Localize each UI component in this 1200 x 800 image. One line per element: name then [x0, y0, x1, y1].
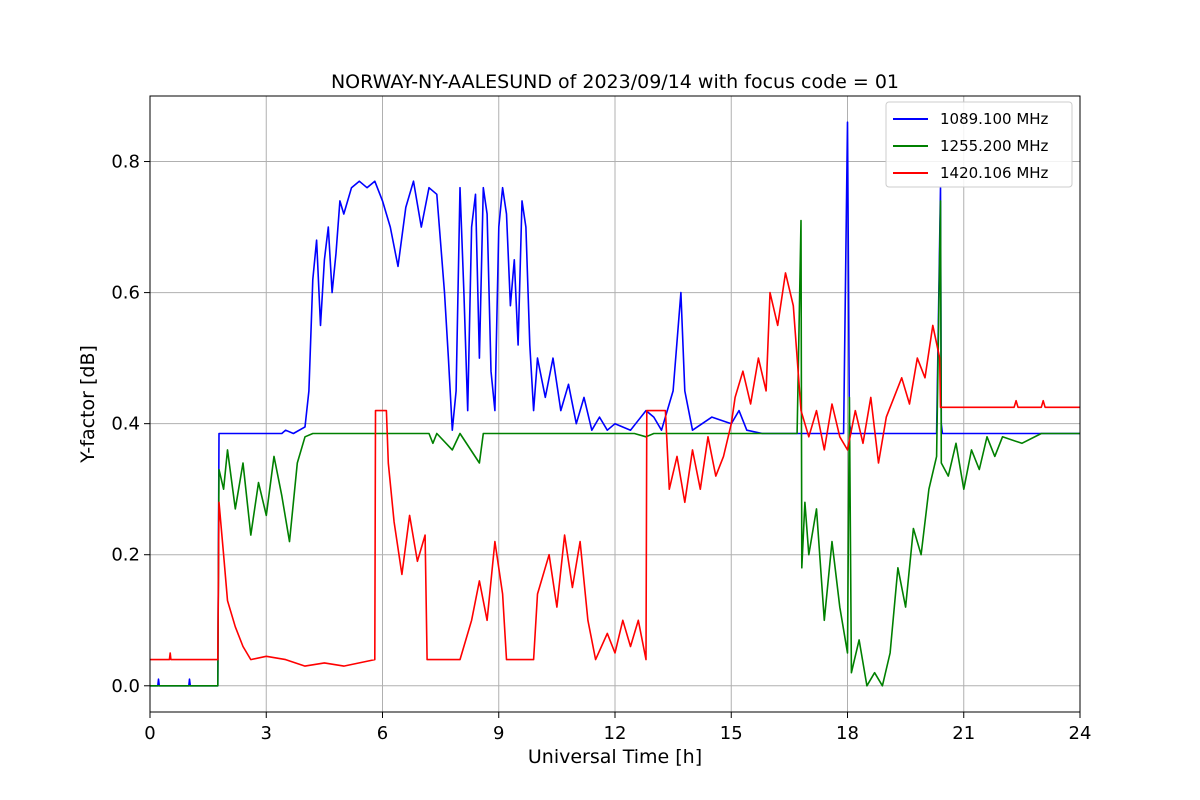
x-tick-label: 12 — [604, 723, 627, 744]
y-tick-label: 0.6 — [111, 283, 140, 304]
x-tick-label: 9 — [493, 723, 504, 744]
x-tick-label: 3 — [261, 723, 272, 744]
y-tick-label: 0.2 — [111, 545, 140, 566]
x-tick-label: 21 — [952, 723, 975, 744]
series-line-green — [150, 200, 1080, 687]
series-lines — [150, 121, 1080, 687]
legend: 1089.100 MHz 1255.200 MHz 1420.106 MHz — [885, 101, 1073, 188]
x-tick-label: 15 — [720, 723, 743, 744]
legend-entry-label: 1420.106 MHz — [940, 164, 1049, 182]
legend-entry-label: 1089.100 MHz — [940, 110, 1049, 128]
x-axis-ticks: 0 3 6 9 12 15 18 21 24 — [144, 712, 1091, 744]
y-axis-label: Y-factor [dB] — [77, 345, 99, 464]
x-tick-label: 6 — [377, 723, 388, 744]
legend-entry-label: 1255.200 MHz — [940, 137, 1049, 155]
y-tick-label: 0.8 — [111, 152, 140, 173]
series-line-blue — [150, 121, 1080, 687]
x-axis-label: Universal Time [h] — [528, 746, 702, 768]
x-tick-label: 0 — [144, 723, 155, 744]
x-tick-label: 18 — [836, 723, 859, 744]
series-line-red — [150, 272, 1080, 667]
legend-box — [885, 101, 1073, 188]
y-tick-label: 0.4 — [111, 414, 140, 435]
chart-title: NORWAY-NY-AALESUND of 2023/09/14 with fo… — [331, 71, 899, 93]
y-axis-ticks: 0.0 0.2 0.4 0.6 0.8 — [111, 152, 150, 697]
y-tick-label: 0.0 — [111, 676, 140, 697]
x-tick-label: 24 — [1069, 723, 1092, 744]
